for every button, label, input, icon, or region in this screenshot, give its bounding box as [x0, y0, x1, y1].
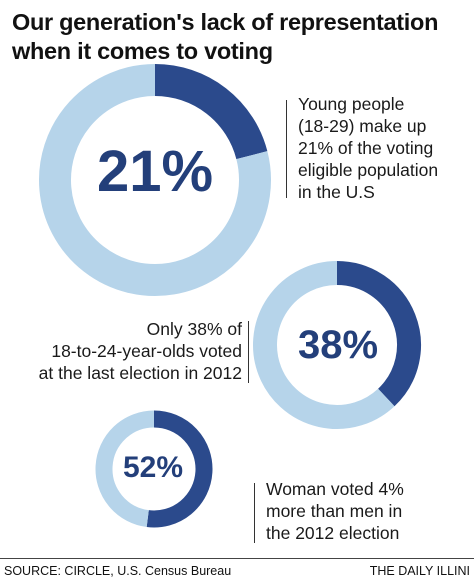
donut-slice-highlight [336, 261, 421, 407]
annotation-3-line: the 2012 election [266, 523, 400, 543]
annotation-1-line: 21% of the voting [298, 138, 434, 158]
annotation-3-line: more than men in [266, 501, 403, 521]
annotation-1-line: in the U.S [298, 182, 375, 202]
annotation-2-line: Only 38% of [146, 319, 242, 339]
donut-slice-highlight [146, 410, 213, 528]
annotation-rule-2 [248, 321, 249, 383]
donut-21-percent [39, 64, 271, 296]
donut-3-value-label: 52% [122, 451, 184, 484]
source-note: SOURCE: CIRCLE, U.S. Census Bureau [4, 564, 232, 578]
title-line-2: when it comes to voting [12, 38, 273, 64]
donut-slice-remainder [39, 64, 271, 296]
annotation-2-line: 18-to-24-year-olds voted [51, 341, 242, 361]
annotation-2: Only 38% of 18-to-24-year-olds voted at … [39, 318, 242, 384]
annotation-rule-1 [286, 100, 287, 198]
annotation-2-line: at the last election in 2012 [38, 363, 242, 383]
chart-title: Our generation's lack of representation … [12, 8, 467, 66]
annotation-3: Woman voted 4% more than men in the 2012… [266, 478, 404, 544]
annotation-1-line: (18-29) make up [298, 116, 427, 136]
publisher-credit: THE DAILY ILLINI [369, 564, 470, 578]
donut-38-percent [253, 261, 421, 429]
annotation-1-line: eligible population [298, 160, 439, 180]
donut-slice-remainder [253, 261, 395, 429]
annotation-rule-3 [254, 483, 255, 543]
title-line-1: Our generation's lack of representation [12, 9, 439, 35]
donut-1-value-label: 21% [96, 139, 214, 204]
donut-2-value-label: 38% [297, 323, 379, 367]
annotation-1-line: Young people [298, 94, 405, 114]
donut-slice-highlight [154, 64, 268, 160]
donut-52-percent [95, 410, 213, 528]
footer-divider [0, 558, 474, 559]
donut-slice-remainder [95, 410, 155, 528]
annotation-3-line: Woman voted 4% [266, 479, 404, 499]
annotation-1: Young people (18-29) make up 21% of the … [298, 93, 438, 203]
